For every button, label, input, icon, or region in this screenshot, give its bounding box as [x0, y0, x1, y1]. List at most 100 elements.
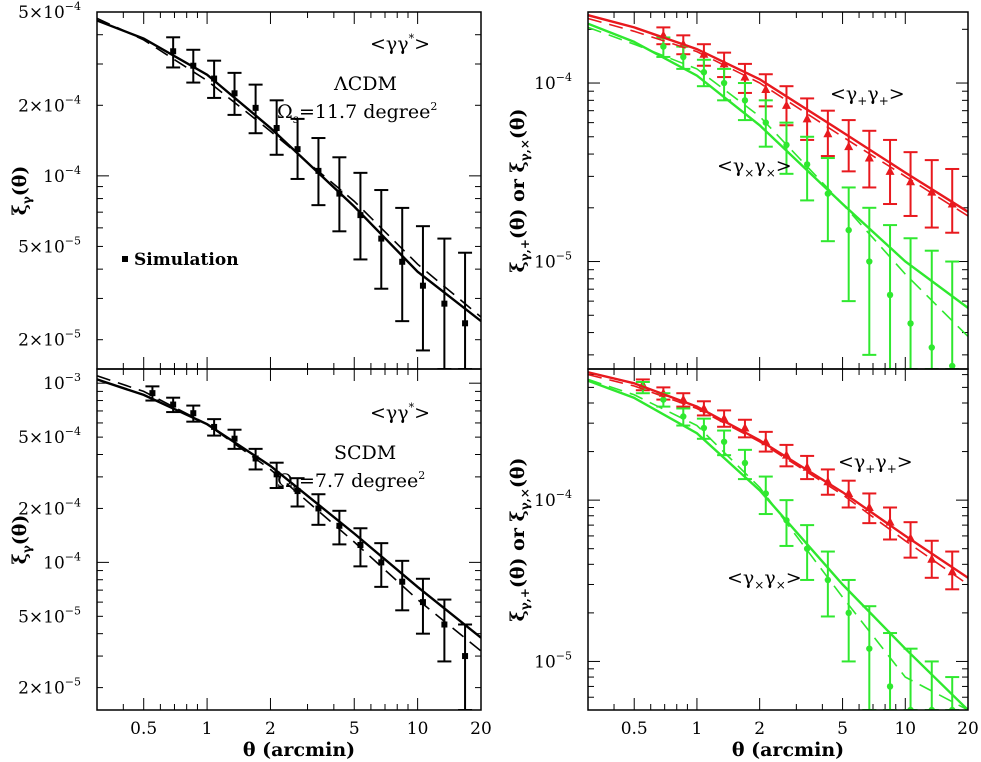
panel-top-right: 10−410−5ξγ,+(θ) or ξγ,×(θ)<γ+γ+><γ×γ×> — [507, 11, 969, 370]
model-curve-cross-solid — [588, 379, 968, 710]
y-tick-label-part: 10 — [534, 491, 556, 511]
y-tick-label: 2×10−4 — [18, 93, 81, 116]
y-tick-label-part: −5 — [65, 676, 81, 689]
x-ticks — [96, 12, 482, 369]
annotation-estimator: <γγ*> — [370, 32, 430, 55]
annotation-cross-part: γ — [754, 155, 765, 177]
data-point — [907, 706, 914, 710]
error-bar — [820, 157, 835, 243]
error-bar — [841, 578, 856, 663]
data-point — [886, 683, 894, 690]
annotation-cross-part: × — [754, 578, 764, 592]
y-tick-label: 10−4 — [534, 488, 572, 511]
y-axis-label-text-part: (θ) — [507, 457, 529, 488]
data-point — [824, 576, 832, 584]
y-tick-label-part: −5 — [65, 604, 81, 617]
error-bar — [841, 186, 856, 303]
data-point — [720, 438, 728, 445]
data-point — [761, 84, 771, 93]
data-point — [170, 48, 177, 55]
x-tick-label: 20 — [470, 719, 492, 739]
annotation-estimator-part: <γγ — [370, 33, 409, 55]
annotation-cross-part: <γ — [727, 567, 754, 589]
data-point — [660, 43, 667, 50]
error-bar — [924, 660, 939, 710]
y-tick-label: 5×10−4 — [18, 0, 81, 23]
data-point — [885, 166, 895, 175]
y-tick-label-part: 10 — [534, 74, 556, 94]
annotation-plus: <γ+γ+> — [838, 451, 913, 476]
plot-area — [97, 375, 481, 710]
y-axis-label-text-part: ξ — [9, 204, 31, 215]
plot-area — [97, 17, 481, 369]
plot-frame — [587, 368, 969, 711]
annotation-cross: <γ×γ×> — [727, 567, 802, 592]
y-tick-label: 2×10−4 — [18, 496, 81, 519]
error-bar — [924, 249, 939, 369]
x-tick-label: 5 — [349, 719, 360, 739]
annotation-area-part: Ω — [277, 101, 293, 123]
annotation-cross-part: × — [776, 578, 786, 592]
error-bar — [862, 605, 877, 710]
x-tick-label: 0.5 — [621, 719, 648, 739]
y-tick-label-part: 2×10 — [18, 499, 65, 519]
y-tick-label-part: 5×10 — [18, 607, 65, 627]
annotation-plus-part: + — [887, 462, 897, 476]
data-point — [907, 320, 914, 327]
y-axis-label-text-part: γ — [20, 196, 34, 204]
y-axis-label-text: ξγ,+(θ) or ξγ,×(θ) — [507, 108, 532, 272]
x-tick-label: 5 — [837, 719, 848, 739]
data-point — [149, 390, 156, 397]
x-tick-label: 10 — [894, 719, 916, 739]
plot-area — [588, 14, 968, 369]
error-bar — [800, 524, 815, 581]
data-point — [336, 522, 343, 529]
y-axis-label: ξγ,+(θ) or ξγ,×(θ) — [507, 108, 532, 272]
y-tick-label-part: 5×10 — [18, 3, 65, 23]
annotation-estimator-part: <γγ — [370, 402, 409, 424]
data-point — [231, 90, 238, 97]
y-tick-label-part: −5 — [65, 234, 81, 247]
error-bar — [779, 121, 794, 175]
data-point — [462, 320, 469, 327]
y-tick-label: 10−3 — [43, 371, 81, 394]
data-point — [252, 104, 259, 111]
annotation-cross-part: × — [744, 166, 754, 180]
data-point — [399, 578, 406, 585]
y-axis-label-text-part: (θ) or ξ — [507, 510, 529, 588]
data-point — [803, 161, 811, 168]
data-point — [378, 559, 385, 566]
y-axis-label-text-part: (θ) or ξ — [507, 161, 529, 239]
data-point — [720, 79, 728, 87]
model-curve-model-dashed — [97, 17, 481, 318]
annotation-plus-part: > — [897, 451, 913, 473]
annotation-plus-part: <γ — [830, 83, 857, 105]
y-tick-label-part: 10 — [43, 167, 65, 187]
data-point — [441, 300, 448, 307]
x-tick-label: 2 — [265, 719, 276, 739]
model-curve-cross-dashed — [588, 378, 968, 710]
panel-top-left: 5×10−42×10−410−45×10−52×10−5ξγ(θ)<γγ*>ΛC… — [9, 0, 482, 370]
annotation-area-part: 2 — [418, 469, 425, 482]
y-axis-label-text: ξγ,+(θ) or ξγ,×(θ) — [507, 457, 532, 621]
y-tick-label: 10−4 — [534, 71, 572, 94]
y-tick-label-part: 5×10 — [18, 428, 65, 448]
data-point — [211, 423, 218, 430]
model-curve-plus-solid — [588, 371, 968, 579]
data-point — [947, 566, 957, 576]
annotation-plus: <γ+γ+> — [830, 83, 905, 108]
data-point — [844, 141, 854, 151]
y-tick-label-part: −4 — [556, 488, 572, 501]
annotation-model: SCDM — [334, 442, 396, 464]
y-axis-label-text-part: (θ) — [9, 515, 31, 546]
data-point — [441, 621, 448, 628]
y-tick-label: 10−5 — [534, 649, 572, 672]
data-point — [823, 128, 833, 138]
data-point — [294, 146, 301, 153]
y-axis-label-text-part: γ,× — [518, 139, 532, 161]
legend-marker — [122, 256, 128, 262]
y-axis-label-text-part: (θ) — [507, 108, 529, 139]
error-bar — [458, 623, 473, 710]
y-axis-label: ξγ,+(θ) or ξγ,×(θ) — [507, 457, 532, 621]
y-tick-label-part: −5 — [65, 328, 81, 341]
